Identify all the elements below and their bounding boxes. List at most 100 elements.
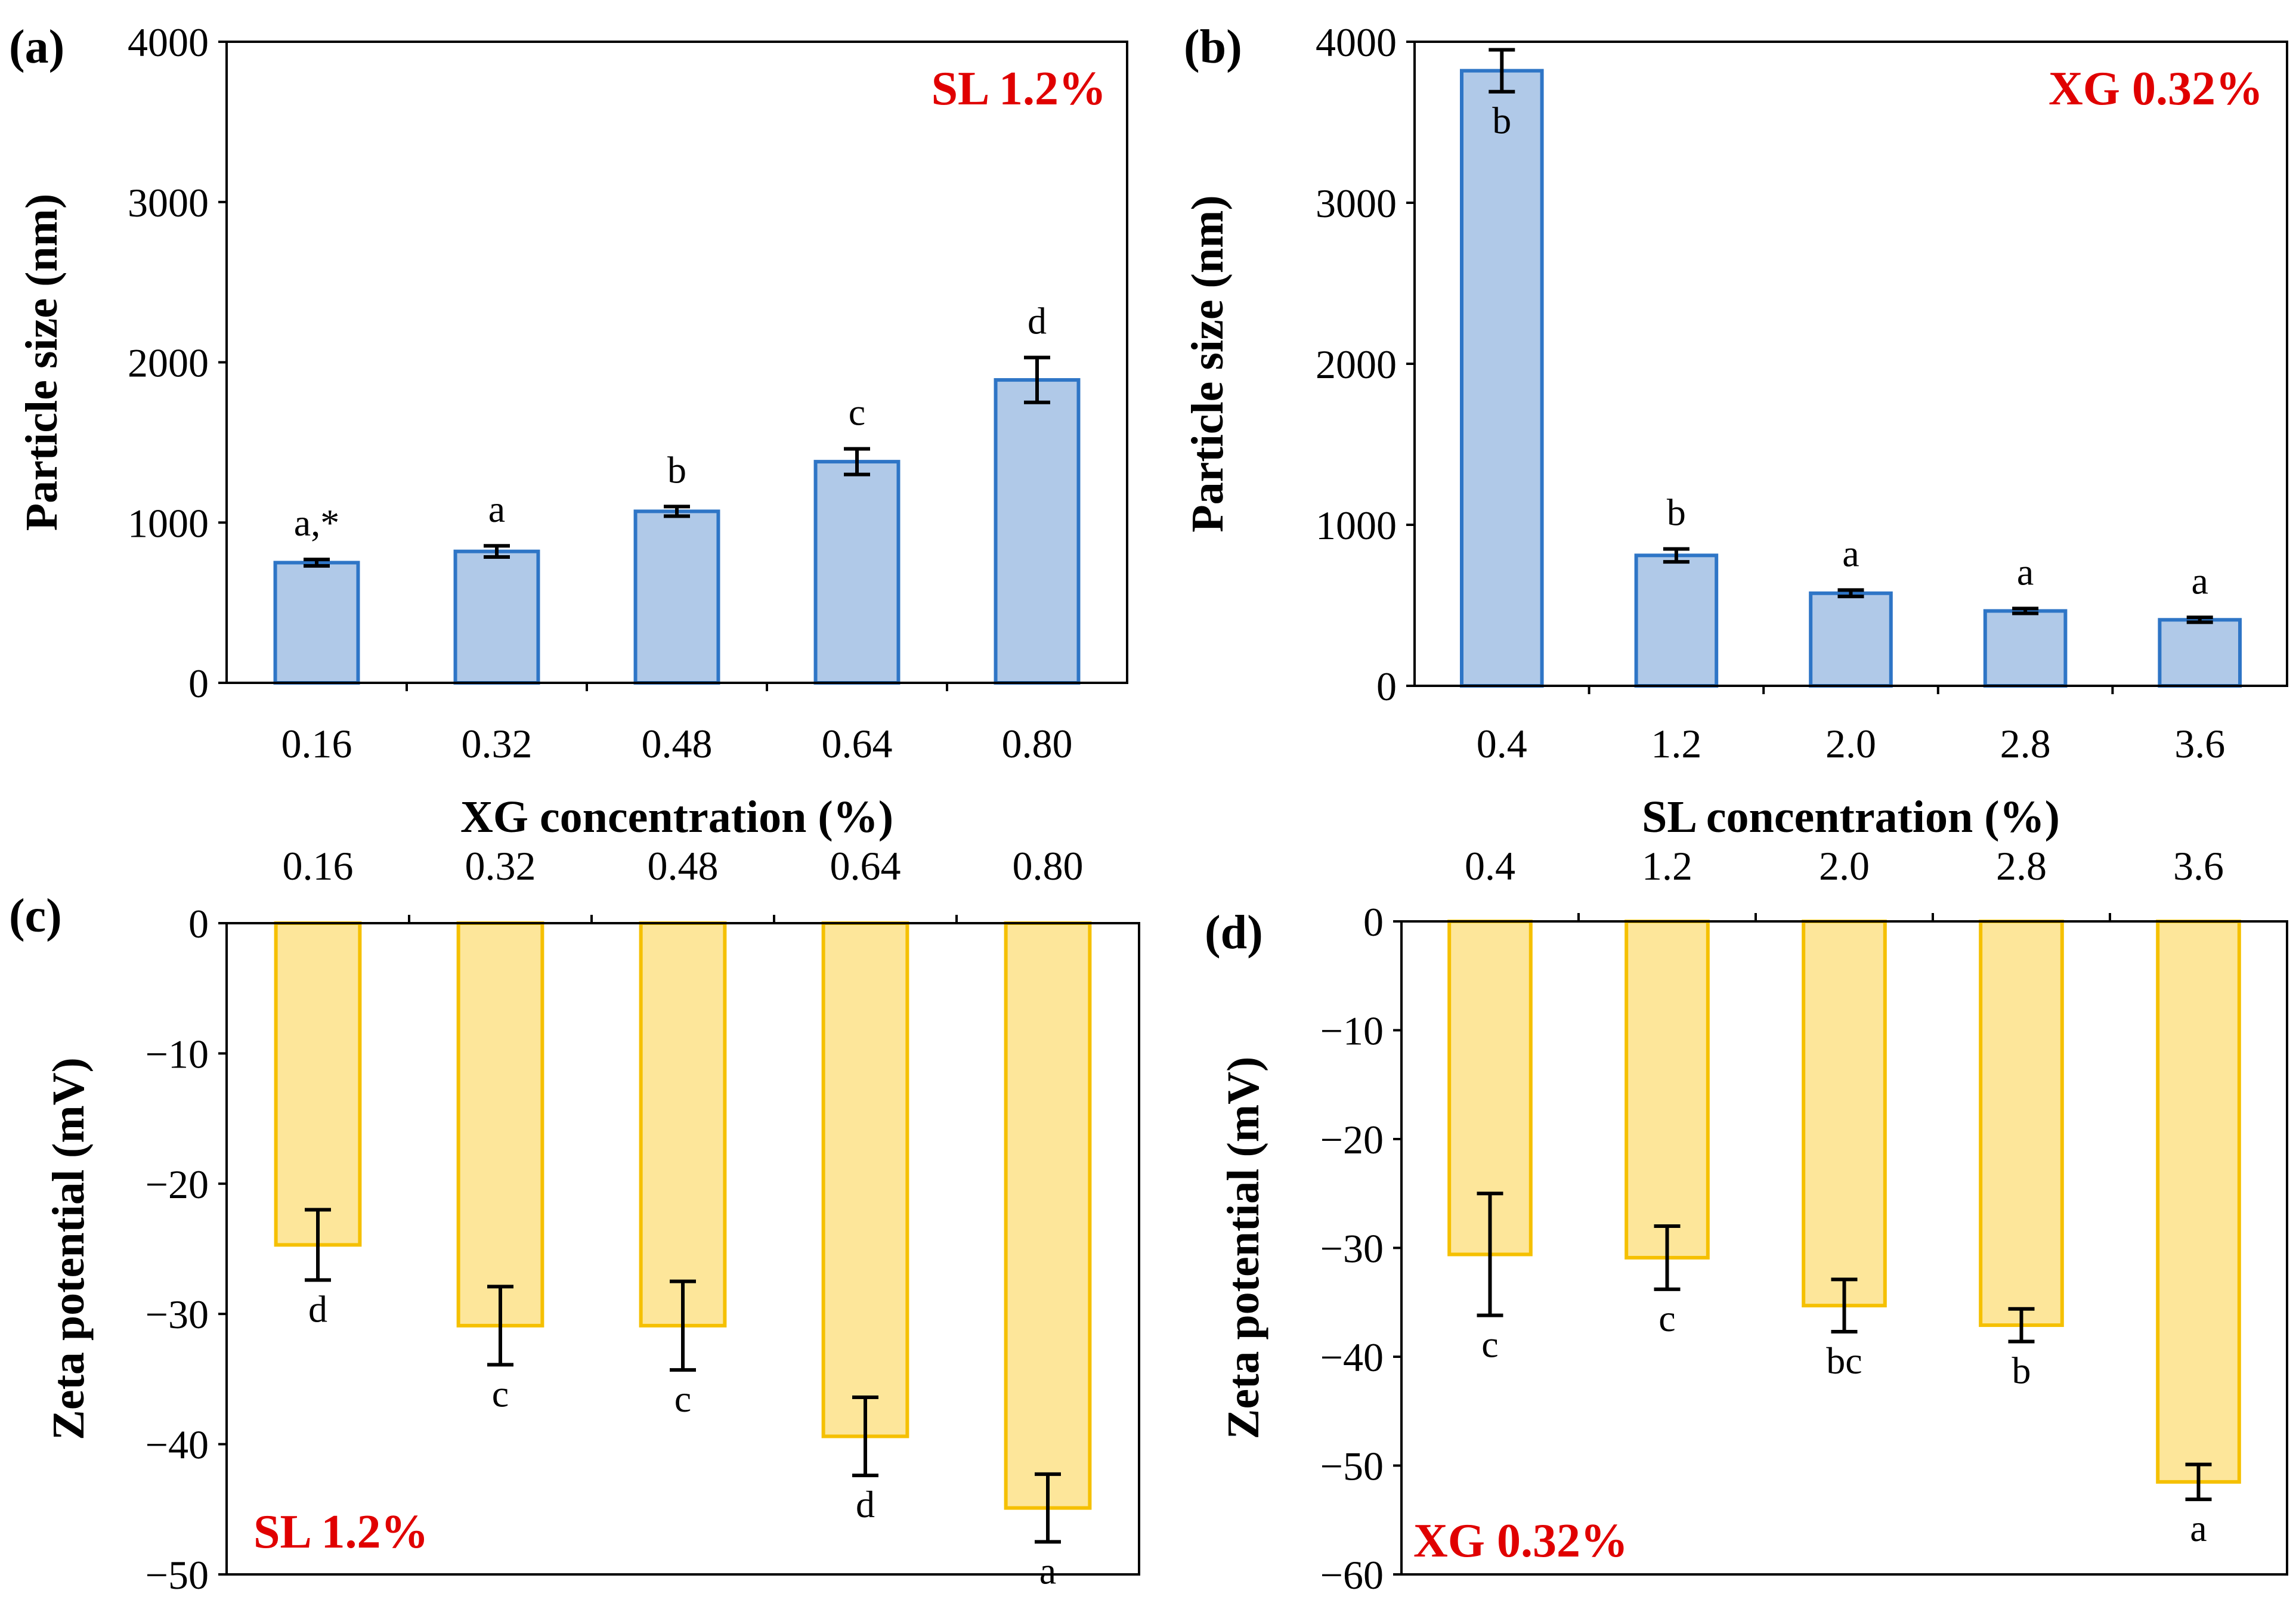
error-bar (304, 558, 330, 568)
x-tick-label: 0.48 (648, 843, 719, 889)
significance-letter: a (2190, 1507, 2207, 1549)
y-tick-label: −30 (146, 1292, 209, 1337)
error-bar (487, 1285, 513, 1367)
bar (1983, 609, 2068, 688)
error-bar (2185, 1462, 2212, 1502)
chart-panel-a: a,* 0.16 a 0.32 b 0.48 c 0.64 d 0.80 0 1000 2000 3000… (9, 20, 1128, 842)
significance-letter: a (488, 488, 505, 530)
y-tick-label: −50 (1320, 1444, 1384, 1489)
x-tick-label: 0.48 (642, 721, 713, 766)
x-tick-label: 0.80 (1013, 843, 1084, 889)
significance-letter: b (1667, 491, 1686, 534)
significance-letter: a (1039, 1549, 1056, 1592)
y-tick-label: 4000 (128, 20, 209, 65)
y-tick-label: 0 (1376, 664, 1397, 709)
error-bar (844, 447, 870, 476)
error-bar (2012, 607, 2039, 615)
x-tick-label: 0.32 (465, 843, 536, 889)
error-bar (1654, 1224, 1681, 1291)
condition-label: XG 0.32% (2049, 63, 2263, 115)
significance-letter: c (849, 391, 865, 434)
condition-label: XG 0.32% (1413, 1515, 1628, 1567)
bar (1634, 553, 1719, 688)
y-tick-label: 2000 (1316, 342, 1397, 387)
significance-letter: c (492, 1372, 509, 1415)
y-tick-label: −30 (1320, 1226, 1384, 1271)
significance-letter: a,* (294, 502, 339, 544)
error-bar (670, 1279, 696, 1372)
x-tick-label: 0.16 (281, 721, 352, 766)
bar (453, 549, 540, 685)
y-tick-label: −10 (1320, 1008, 1384, 1054)
error-bar (484, 544, 510, 559)
condition-label: SL 1.2% (932, 63, 1106, 115)
significance-letter: a (1842, 532, 1859, 574)
panel-label: (a) (9, 21, 64, 73)
bar (1004, 921, 1092, 1510)
y-tick-label: 4000 (1316, 20, 1397, 65)
significance-letter: b (667, 448, 686, 491)
significance-letter: b (2012, 1349, 2031, 1391)
y-tick-label: 0 (1363, 899, 1384, 945)
bar (633, 509, 720, 685)
y-tick-label: −40 (1320, 1335, 1384, 1380)
x-tick-label: 0.64 (830, 843, 901, 889)
plot-frame (225, 922, 1140, 1576)
bar (1624, 920, 1710, 1260)
bar (2156, 920, 2241, 1484)
error-bar (305, 1208, 331, 1282)
y-tick-label: 3000 (128, 180, 209, 225)
chart-panel-b: b 0.4 b 1.2 a 2.0 a 2.8 a 3.6 0 1000 2000 3000 4000 Par… (1183, 20, 2288, 842)
bar (994, 378, 1081, 685)
significance-letter: a (2191, 559, 2208, 602)
chart-panel-c: d 0.16 c 0.32 c 0.48 d 0.64 a 0.80 0 −10 −20 −30 −40 −5… (9, 843, 1140, 1598)
bar (274, 921, 362, 1247)
y-tick-label: 3000 (1316, 181, 1397, 226)
x-tick-label: 0.16 (283, 843, 354, 889)
error-bar (1489, 48, 1515, 94)
x-tick-label: 0.4 (1465, 843, 1515, 889)
significance-letter: d (308, 1288, 327, 1330)
error-bar (1024, 355, 1050, 404)
significance-letter: c (1658, 1297, 1675, 1339)
x-tick-label: 0.64 (822, 721, 893, 766)
y-axis-title: Zeta potential (mV) (1218, 1057, 1268, 1440)
significance-letter: a (2017, 550, 2034, 593)
x-tick-label: 2.8 (2000, 721, 2051, 766)
x-axis-title: SL concentration (%) (1642, 792, 2060, 842)
y-tick-label: 0 (188, 901, 209, 946)
x-tick-label: 2.0 (1825, 721, 1876, 766)
y-tick-label: 1000 (1316, 503, 1397, 548)
panel-label: (b) (1184, 21, 1242, 73)
bar (821, 921, 909, 1438)
significance-letter: bc (1826, 1339, 1862, 1382)
chart-panel-d: c 0.4 c 1.2 bc 2.0 b 2.8 a 3.6 0 −10 −20 −30 −40 −50 −60… (1205, 843, 2288, 1598)
bar (639, 921, 727, 1328)
bar (1802, 920, 1887, 1308)
bar (456, 921, 544, 1328)
error-bar (2008, 1307, 2035, 1344)
significance-letter: d (856, 1483, 875, 1526)
panel-label: (c) (9, 890, 62, 942)
bar (2158, 618, 2242, 688)
y-tick-label: −10 (146, 1031, 209, 1076)
error-bar (1035, 1472, 1061, 1544)
y-axis-title: Particle size (nm) (1183, 195, 1233, 533)
x-tick-label: 1.2 (1651, 721, 1701, 766)
x-tick-label: 3.6 (2173, 843, 2224, 889)
x-tick-label: 2.8 (1996, 843, 2047, 889)
y-axis-title: Particle size (nm) (17, 194, 67, 531)
significance-letter: d (1028, 299, 1047, 342)
y-axis-title: Zeta potential (mV) (44, 1057, 94, 1440)
error-bar (1477, 1192, 1503, 1317)
x-tick-label: 0.80 (1002, 721, 1073, 766)
panel-label: (d) (1205, 906, 1263, 959)
bar (273, 561, 360, 685)
bar (1809, 591, 1893, 688)
y-tick-label: −20 (146, 1162, 209, 1207)
y-tick-label: −20 (1320, 1117, 1384, 1162)
bar (813, 460, 901, 685)
error-bar (1663, 547, 1689, 564)
bar (1460, 69, 1544, 688)
y-tick-label: −50 (146, 1552, 209, 1598)
